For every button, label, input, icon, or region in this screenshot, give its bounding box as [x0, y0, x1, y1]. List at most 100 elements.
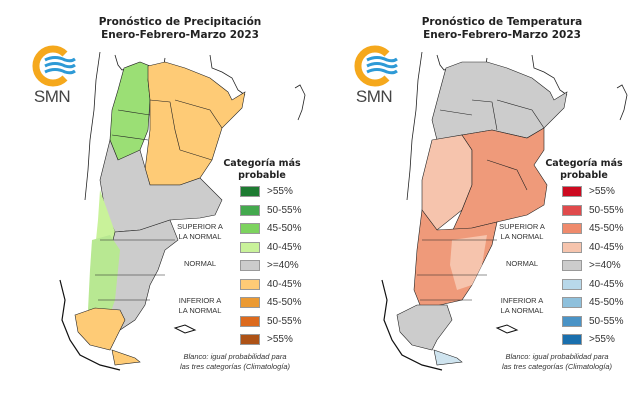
- legend-swatch: [562, 297, 582, 308]
- category-superior-label: SUPERIOR A LA NORMAL: [160, 222, 240, 242]
- category-inferior-line-1: INFERIOR A: [178, 296, 222, 305]
- legend-title-line-2: probable: [238, 170, 286, 181]
- legend-label: >55%: [589, 334, 615, 345]
- precipitation-panel: Pronóstico de Precipitación Enero-Febrer…: [0, 0, 321, 402]
- legend-label: 50-55%: [267, 315, 302, 327]
- legend-item: 50-55%: [562, 204, 642, 217]
- legend-title: Categoría más probable: [207, 158, 317, 182]
- logo-text: SMN: [355, 87, 393, 106]
- legend-item: 40-45%: [240, 241, 320, 254]
- note-line-1: Blanco: igual probabilidad para: [505, 352, 609, 361]
- map-title: Pronóstico de Temperatura Enero-Febrero-…: [362, 16, 642, 42]
- smn-logo: SMN: [27, 45, 77, 107]
- category-inferior-line-2: LA NORMAL: [178, 306, 222, 315]
- chile-coast-line: [59, 279, 121, 371]
- legend-swatch: [240, 204, 260, 216]
- legend-item: 50-55%: [240, 315, 320, 328]
- note-line-2: las tres categorías (Climatología): [501, 362, 613, 371]
- chile-border-line: [406, 51, 423, 201]
- chile-coast-line: [381, 279, 443, 371]
- logo-text: SMN: [33, 87, 71, 106]
- legend-label: >55%: [589, 186, 615, 197]
- legend-swatch: [240, 241, 260, 253]
- legend-item: >=40%: [240, 260, 320, 272]
- legend-swatch: [240, 315, 260, 327]
- uruguay-coast-line: [294, 84, 306, 121]
- legend-item: 50-55%: [562, 315, 642, 328]
- smn-logo-icon: [32, 45, 76, 87]
- legend-swatch: [240, 223, 260, 234]
- precipitation-map: [59, 51, 306, 371]
- legend-item: >55%: [562, 186, 642, 198]
- category-inferior-line-1: INFERIOR A: [500, 296, 544, 305]
- legend-item: >55%: [240, 334, 320, 346]
- legend-swatch: [240, 260, 260, 271]
- brazil-border-line: [531, 54, 568, 96]
- map-title: Pronóstico de Precipitación Enero-Febrer…: [40, 16, 320, 42]
- legend-label: >55%: [267, 334, 293, 345]
- legend-item: 50-55%: [240, 204, 320, 217]
- category-normal-label: NORMAL: [505, 259, 539, 268]
- category-inferior-label: INFERIOR A LA NORMAL: [160, 296, 240, 316]
- legend-swatch: [562, 278, 582, 290]
- legend-label: 40-45%: [267, 241, 302, 253]
- legend-swatch: [562, 204, 582, 216]
- argentina-shape: [396, 61, 568, 366]
- legend-item: 40-45%: [562, 278, 642, 291]
- smn-logo-icon: [354, 45, 398, 87]
- legend-item: 45-50%: [562, 297, 642, 309]
- legend-label: 45-50%: [267, 297, 302, 308]
- chile-border-line: [84, 51, 101, 201]
- legend-item: >=40%: [562, 260, 642, 272]
- legend-label: 50-55%: [589, 204, 624, 216]
- note-line-1: Blanco: igual probabilidad para: [183, 352, 287, 361]
- legend-item: 40-45%: [240, 278, 320, 291]
- category-inferior-line-2: LA NORMAL: [500, 306, 544, 315]
- legend-label: >=40%: [589, 260, 621, 271]
- uruguay-coast-line: [616, 84, 628, 121]
- climatology-note: Blanco: igual probabilidad para las tres…: [472, 352, 642, 372]
- legend-item: >55%: [562, 334, 642, 346]
- legend-label: 50-55%: [267, 204, 302, 216]
- legend-label: 45-50%: [589, 297, 624, 308]
- title-line-1: Pronóstico de Temperatura: [421, 16, 583, 28]
- legend-title-line-1: Categoría más: [545, 158, 623, 169]
- climatology-note: Blanco: igual probabilidad para las tres…: [150, 352, 320, 372]
- argentina-shape: [74, 61, 246, 366]
- legend-swatch: [240, 297, 260, 308]
- legend-label: 45-50%: [589, 223, 624, 234]
- legend-swatch: [240, 334, 260, 345]
- temperature-panel: Pronóstico de Temperatura Enero-Febrero-…: [322, 0, 643, 402]
- category-superior-line-1: SUPERIOR A: [499, 222, 545, 231]
- legend-swatch: [240, 278, 260, 290]
- legend-title-line-2: probable: [560, 170, 608, 181]
- legend-label: >55%: [267, 186, 293, 197]
- legend-label: >=40%: [267, 260, 299, 271]
- title-line-2: Enero-Febrero-Marzo 2023: [101, 29, 259, 41]
- legend-swatch: [562, 260, 582, 271]
- legend-swatch: [562, 223, 582, 234]
- category-superior-line-1: SUPERIOR A: [177, 222, 223, 231]
- note-line-2: las tres categorías (Climatología): [179, 362, 291, 371]
- legend-title: Categoría más probable: [529, 158, 639, 182]
- legend-swatch: [562, 334, 582, 345]
- malvinas-islands: [495, 324, 519, 334]
- temperature-map: [381, 51, 628, 371]
- smn-logo: SMN: [349, 45, 399, 107]
- category-superior-label: SUPERIOR A LA NORMAL: [482, 222, 562, 242]
- category-superior-line-2: LA NORMAL: [178, 232, 222, 241]
- legend-label: 40-45%: [589, 241, 624, 253]
- legend-swatch: [240, 186, 260, 197]
- malvinas-islands: [173, 324, 197, 334]
- legend-swatch: [562, 241, 582, 253]
- legend-item: 45-50%: [240, 223, 320, 235]
- category-normal-label: NORMAL: [183, 259, 217, 268]
- legend-label: 45-50%: [267, 223, 302, 234]
- legend-item: 45-50%: [240, 297, 320, 309]
- category-inferior-label: INFERIOR A LA NORMAL: [482, 296, 562, 316]
- legend-label: 40-45%: [589, 278, 624, 290]
- legend-swatch: [562, 186, 582, 197]
- legend-item: 40-45%: [562, 241, 642, 254]
- legend-item: >55%: [240, 186, 320, 198]
- title-line-2: Enero-Febrero-Marzo 2023: [423, 29, 581, 41]
